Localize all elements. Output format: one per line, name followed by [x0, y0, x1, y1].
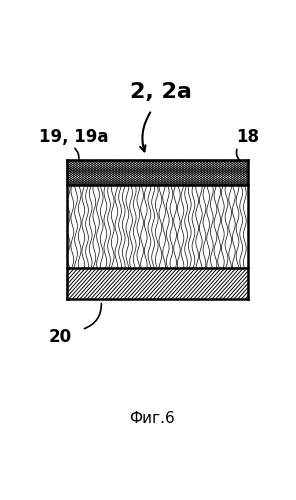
Text: 19, 19a: 19, 19a — [39, 128, 109, 146]
Text: 20: 20 — [49, 328, 72, 346]
Bar — [67, 185, 248, 268]
Bar — [67, 268, 248, 298]
Text: 18: 18 — [237, 128, 260, 146]
Text: Фиг.6: Фиг.6 — [129, 410, 175, 426]
Text: 2, 2a: 2, 2a — [130, 82, 192, 102]
Bar — [67, 160, 248, 185]
